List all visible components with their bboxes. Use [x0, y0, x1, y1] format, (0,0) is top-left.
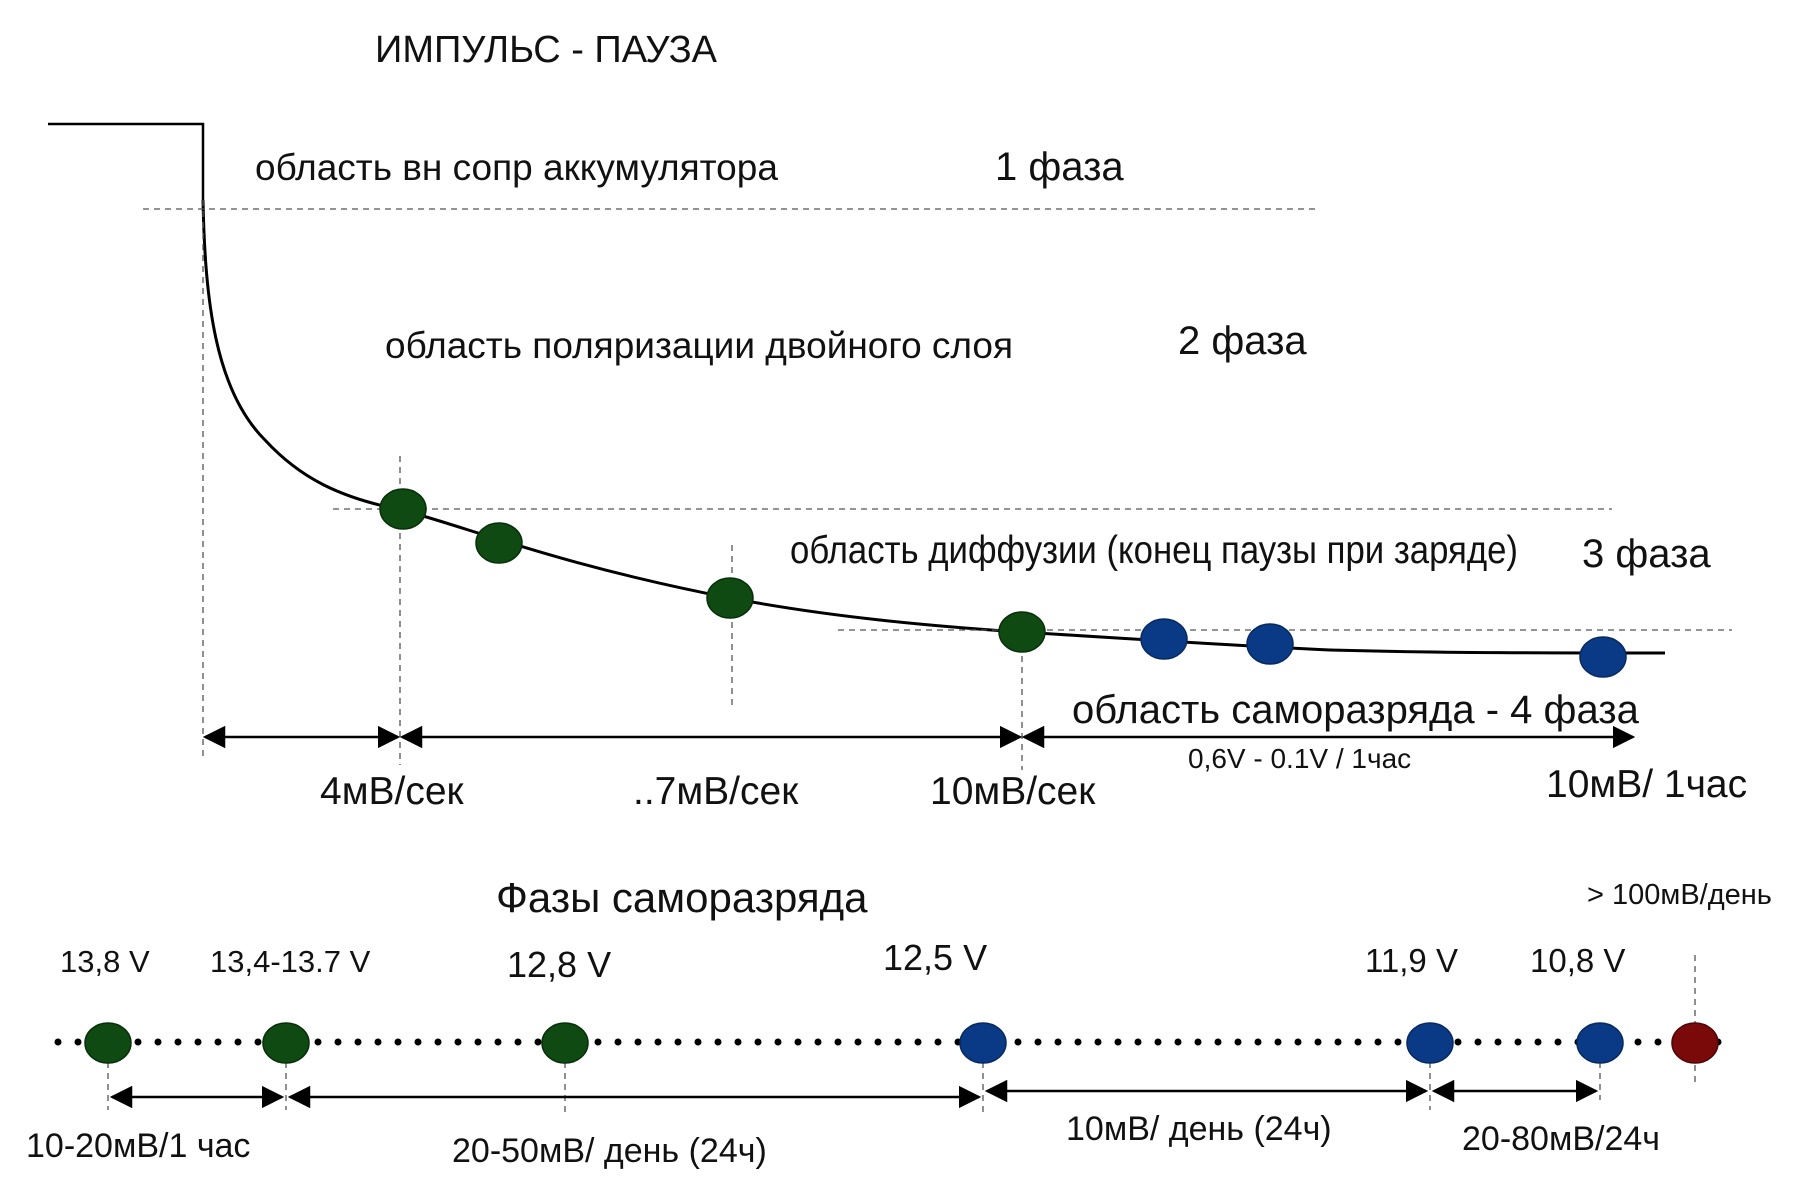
- curve-point-green: [475, 522, 523, 564]
- curve-point-green: [998, 611, 1046, 653]
- pulse-step-line: [48, 122, 205, 200]
- interval-label: 20-50мВ/ день (24ч): [452, 1132, 767, 1170]
- curve-point-blue: [1140, 618, 1188, 660]
- curve-point-green: [706, 577, 754, 619]
- phase-1-label: 1 фаза: [995, 145, 1124, 189]
- curve-point-blue: [1579, 636, 1627, 678]
- self-discharge-title: Фазы саморазряда: [496, 874, 868, 921]
- interval-label: 10-20мВ/1 час: [26, 1127, 250, 1165]
- phase-3-region-label: область диффузии (конец паузы при заряде…: [790, 529, 1518, 572]
- voltage-point-green: [262, 1022, 310, 1064]
- rate-label-2: ..7мВ/сек: [633, 770, 799, 813]
- rate-label-1: 4мВ/сек: [320, 770, 465, 813]
- voltage-label: 10,8 V: [1530, 942, 1625, 979]
- curve-point-green: [379, 488, 427, 530]
- voltage-point-blue: [1406, 1022, 1454, 1064]
- phase-4-region-label: область саморазряда - 4 фаза: [1072, 688, 1640, 732]
- voltage-label: 13,8 V: [60, 944, 150, 979]
- voltage-point-red: [1671, 1022, 1719, 1064]
- rate-label-3: 10мВ/сек: [930, 770, 1096, 813]
- voltage-point-green: [541, 1022, 589, 1064]
- voltage-label: 12,8 V: [507, 944, 611, 985]
- voltage-label: 11,9 V: [1365, 942, 1458, 979]
- curve-point-blue: [1246, 623, 1294, 665]
- voltage-label: 13,4-13.7 V: [210, 944, 371, 979]
- phase-2-label: 2 фаза: [1178, 319, 1307, 363]
- voltage-point-blue: [1576, 1022, 1624, 1064]
- voltage-label: 12,5 V: [883, 937, 987, 978]
- phase-3-label: 3 фаза: [1582, 532, 1711, 576]
- rate-label-4: 10мВ/ 1час: [1546, 763, 1747, 806]
- interval-label: 20-80мВ/24ч: [1462, 1120, 1660, 1158]
- rate-label-4-sub: 0,6V - 0.1V / 1час: [1188, 743, 1411, 774]
- self-discharge-extra-label: > 100мВ/день: [1587, 879, 1772, 911]
- voltage-point-blue: [959, 1022, 1007, 1064]
- interval-label: 10мВ/ день (24ч): [1066, 1110, 1332, 1148]
- voltage-point-green: [84, 1022, 132, 1064]
- phase-2-region-label: область поляризации двойного слоя: [385, 325, 1013, 366]
- relaxation-curve: [201, 199, 1666, 655]
- phase-1-region-label: область вн сопр аккумулятора: [255, 147, 778, 188]
- diagram-title: ИМПУЛЬС - ПАУЗА: [375, 29, 718, 71]
